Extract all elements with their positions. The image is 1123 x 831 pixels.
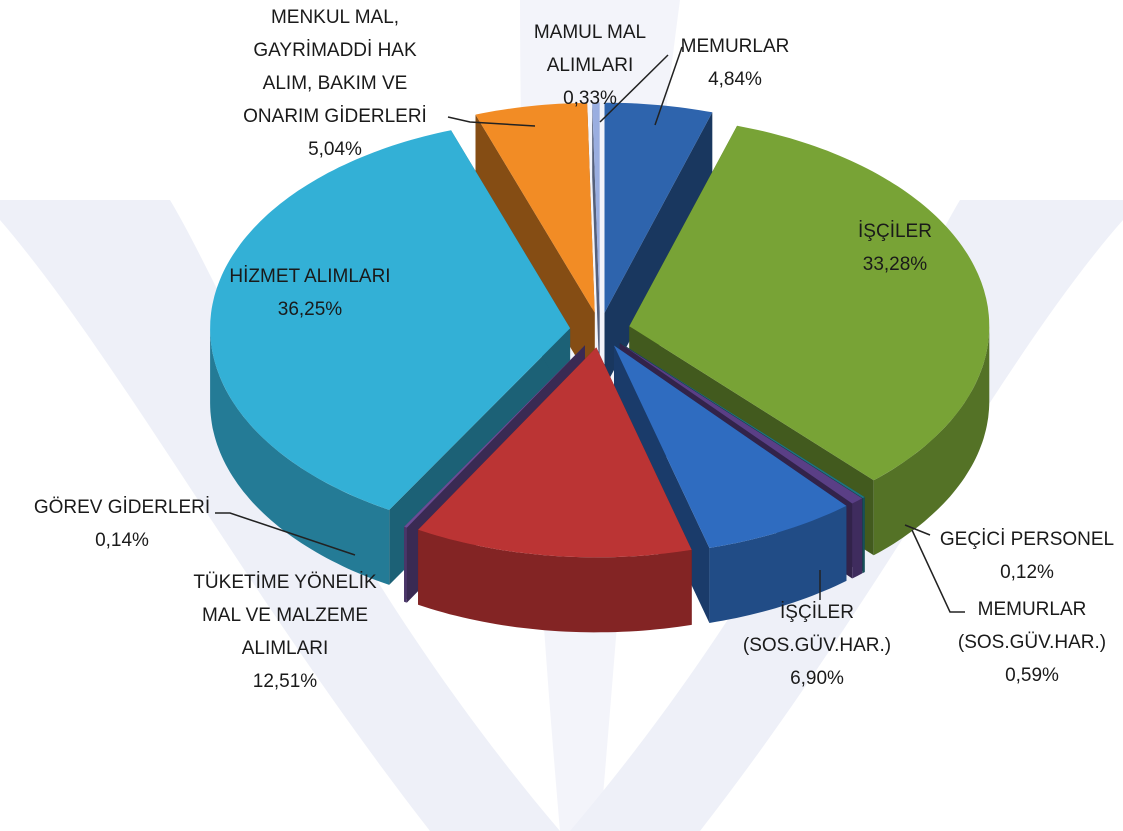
category-label: TÜKETİME YÖNELİK <box>193 572 377 593</box>
pie <box>210 102 990 633</box>
slice-wall <box>873 326 990 556</box>
category-label: MAL VE MALZEME <box>202 605 368 626</box>
leader-line <box>447 116 536 127</box>
slice-wall <box>709 505 847 623</box>
slice <box>418 347 692 558</box>
leader-line <box>904 524 931 536</box>
category-label: MEMURLAR <box>978 599 1087 620</box>
category-label: ALIM, BAKIM VE <box>263 73 408 94</box>
value-label: 5,04% <box>308 139 362 160</box>
category-label: MENKUL MAL, <box>271 7 399 28</box>
value-label: 0,12% <box>1000 562 1054 583</box>
slice-side <box>604 112 713 388</box>
slice-wall <box>404 526 407 603</box>
category-label: İŞÇİLER <box>780 602 854 623</box>
slice <box>629 125 990 481</box>
slice-wall <box>418 529 692 633</box>
slice-wall <box>210 328 390 585</box>
category-label: GÖREV GİDERLERİ <box>34 497 210 518</box>
value-label: 4,84% <box>708 69 762 90</box>
category-label: MAMUL MAL <box>534 22 646 43</box>
leader-line <box>911 529 965 613</box>
category-label: MEMURLAR <box>681 36 790 57</box>
category-label: ALIMLARI <box>242 638 329 659</box>
category-label: İŞÇİLER <box>858 221 932 242</box>
slice <box>604 102 713 313</box>
value-label: 33,28% <box>863 254 928 275</box>
category-label: GAYRİMADDİ HAK <box>253 40 417 61</box>
category-label: GEÇİCİ PERSONEL <box>940 529 1114 550</box>
slice-side <box>475 114 595 388</box>
leader-line <box>599 54 669 123</box>
value-label: 0,14% <box>95 530 149 551</box>
value-label: 12,51% <box>253 671 318 692</box>
category-label: ALIMLARI <box>547 55 634 76</box>
category-label: ONARIM GİDERLERİ <box>243 106 427 127</box>
slice <box>210 130 571 510</box>
slice <box>592 102 600 313</box>
slice <box>619 343 863 504</box>
slice-wall <box>852 498 863 579</box>
category-label: HİZMET ALIMLARI <box>229 266 390 287</box>
value-label: 0,59% <box>1005 665 1059 686</box>
slice <box>620 342 865 499</box>
leader-line <box>654 46 683 126</box>
slice-wall <box>862 497 865 574</box>
labels: MEMURLAR 4,84% İŞÇİLER 33,28% GEÇİCİ PERSONE… <box>34 7 1114 692</box>
value-label: 6,90% <box>790 668 844 689</box>
category-label: (SOS.GÜV.HAR.) <box>958 632 1106 653</box>
value-label: 0,33% <box>563 88 617 109</box>
slice <box>475 102 595 313</box>
slice <box>404 345 585 528</box>
slice-side <box>592 102 600 388</box>
slice <box>614 345 847 548</box>
category-label: (SOS.GÜV.HAR.) <box>743 635 891 656</box>
leader-line <box>215 512 356 556</box>
value-label: 36,25% <box>278 299 343 320</box>
